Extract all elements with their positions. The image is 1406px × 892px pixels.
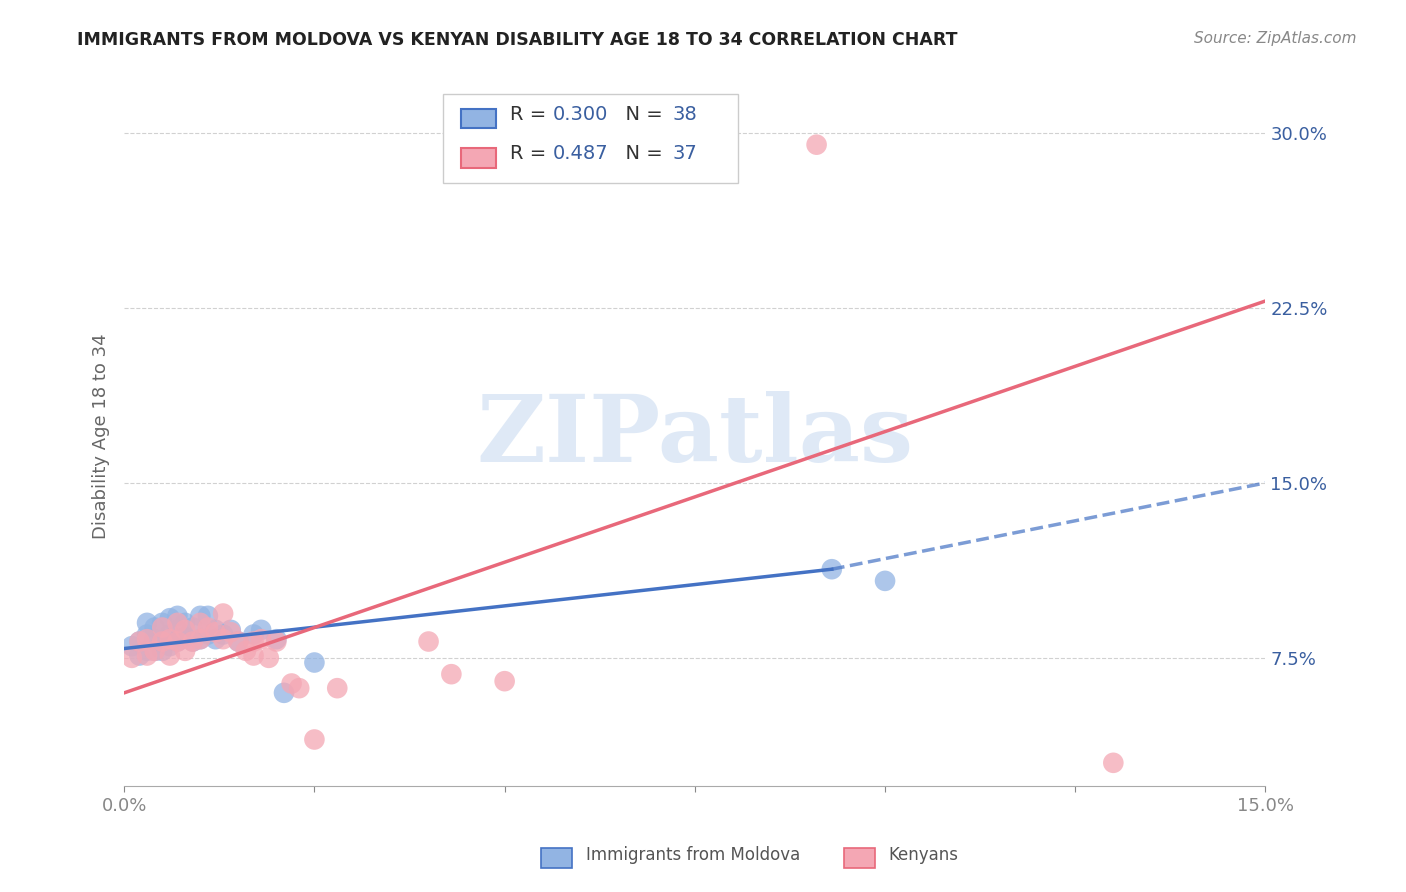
Point [197, 608, 219, 623]
Point [219, 625, 242, 640]
Text: IMMIGRANTS FROM MOLDOVA VS KENYAN DISABILITY AGE 18 TO 34 CORRELATION CHART: IMMIGRANTS FROM MOLDOVA VS KENYAN DISABI… [77, 31, 957, 49]
Point [821, 562, 844, 576]
Text: Kenyans: Kenyans [889, 847, 959, 864]
Text: N =: N = [613, 104, 669, 124]
Point [418, 634, 440, 648]
Point [197, 621, 219, 635]
Point [242, 648, 264, 663]
Point [494, 674, 516, 689]
Point [150, 644, 173, 658]
Point [150, 634, 173, 648]
Point [159, 611, 181, 625]
Point [280, 676, 302, 690]
Text: R =: R = [510, 144, 553, 163]
Point [181, 634, 204, 648]
Point [266, 632, 288, 647]
Point [250, 632, 273, 647]
Point [266, 634, 288, 648]
Point [166, 634, 188, 648]
Point [159, 639, 181, 653]
Point [143, 644, 166, 658]
Point [174, 615, 197, 630]
Text: 0.487: 0.487 [553, 144, 609, 163]
Point [242, 627, 264, 641]
Point [128, 634, 150, 648]
Point [806, 137, 828, 152]
Point [257, 650, 280, 665]
Point [212, 607, 235, 621]
Point [143, 632, 166, 647]
Point [143, 621, 166, 635]
Text: ZIPatlas: ZIPatlas [477, 392, 914, 482]
Point [188, 632, 211, 647]
Point [873, 574, 896, 588]
Point [136, 644, 159, 658]
Point [250, 623, 273, 637]
Point [440, 667, 463, 681]
Point [159, 627, 181, 641]
Point [197, 627, 219, 641]
Point [150, 634, 173, 648]
Point [136, 627, 159, 641]
Point [128, 648, 150, 663]
Point [166, 608, 188, 623]
Point [326, 681, 349, 695]
Point [304, 732, 326, 747]
Text: R =: R = [510, 104, 553, 124]
Point [159, 648, 181, 663]
Point [136, 648, 159, 663]
Point [136, 615, 159, 630]
Point [304, 656, 326, 670]
Point [166, 615, 188, 630]
Point [143, 644, 166, 658]
Point [235, 644, 257, 658]
Text: 38: 38 [672, 104, 697, 124]
Point [174, 644, 197, 658]
Point [273, 686, 295, 700]
Point [204, 632, 226, 647]
Point [204, 623, 226, 637]
Point [128, 634, 150, 648]
Point [150, 621, 173, 635]
Point [1102, 756, 1125, 770]
Point [159, 632, 181, 647]
Point [136, 632, 159, 647]
Text: 37: 37 [672, 144, 697, 163]
Point [242, 634, 264, 648]
Point [181, 621, 204, 635]
Point [219, 623, 242, 637]
Point [188, 615, 211, 630]
Point [121, 650, 143, 665]
Text: N =: N = [613, 144, 669, 163]
Point [188, 608, 211, 623]
Point [181, 634, 204, 648]
Text: Source: ZipAtlas.com: Source: ZipAtlas.com [1194, 31, 1357, 46]
Point [188, 632, 211, 647]
Point [174, 623, 197, 637]
Point [228, 634, 250, 648]
Point [212, 632, 235, 647]
Point [228, 634, 250, 648]
Point [166, 634, 188, 648]
Point [288, 681, 311, 695]
Point [150, 615, 173, 630]
Text: Immigrants from Moldova: Immigrants from Moldova [586, 847, 800, 864]
Point [174, 630, 197, 644]
Y-axis label: Disability Age 18 to 34: Disability Age 18 to 34 [93, 334, 110, 539]
Point [204, 625, 226, 640]
Point [121, 639, 143, 653]
Point [212, 627, 235, 641]
Point [166, 623, 188, 637]
Text: 0.300: 0.300 [553, 104, 607, 124]
